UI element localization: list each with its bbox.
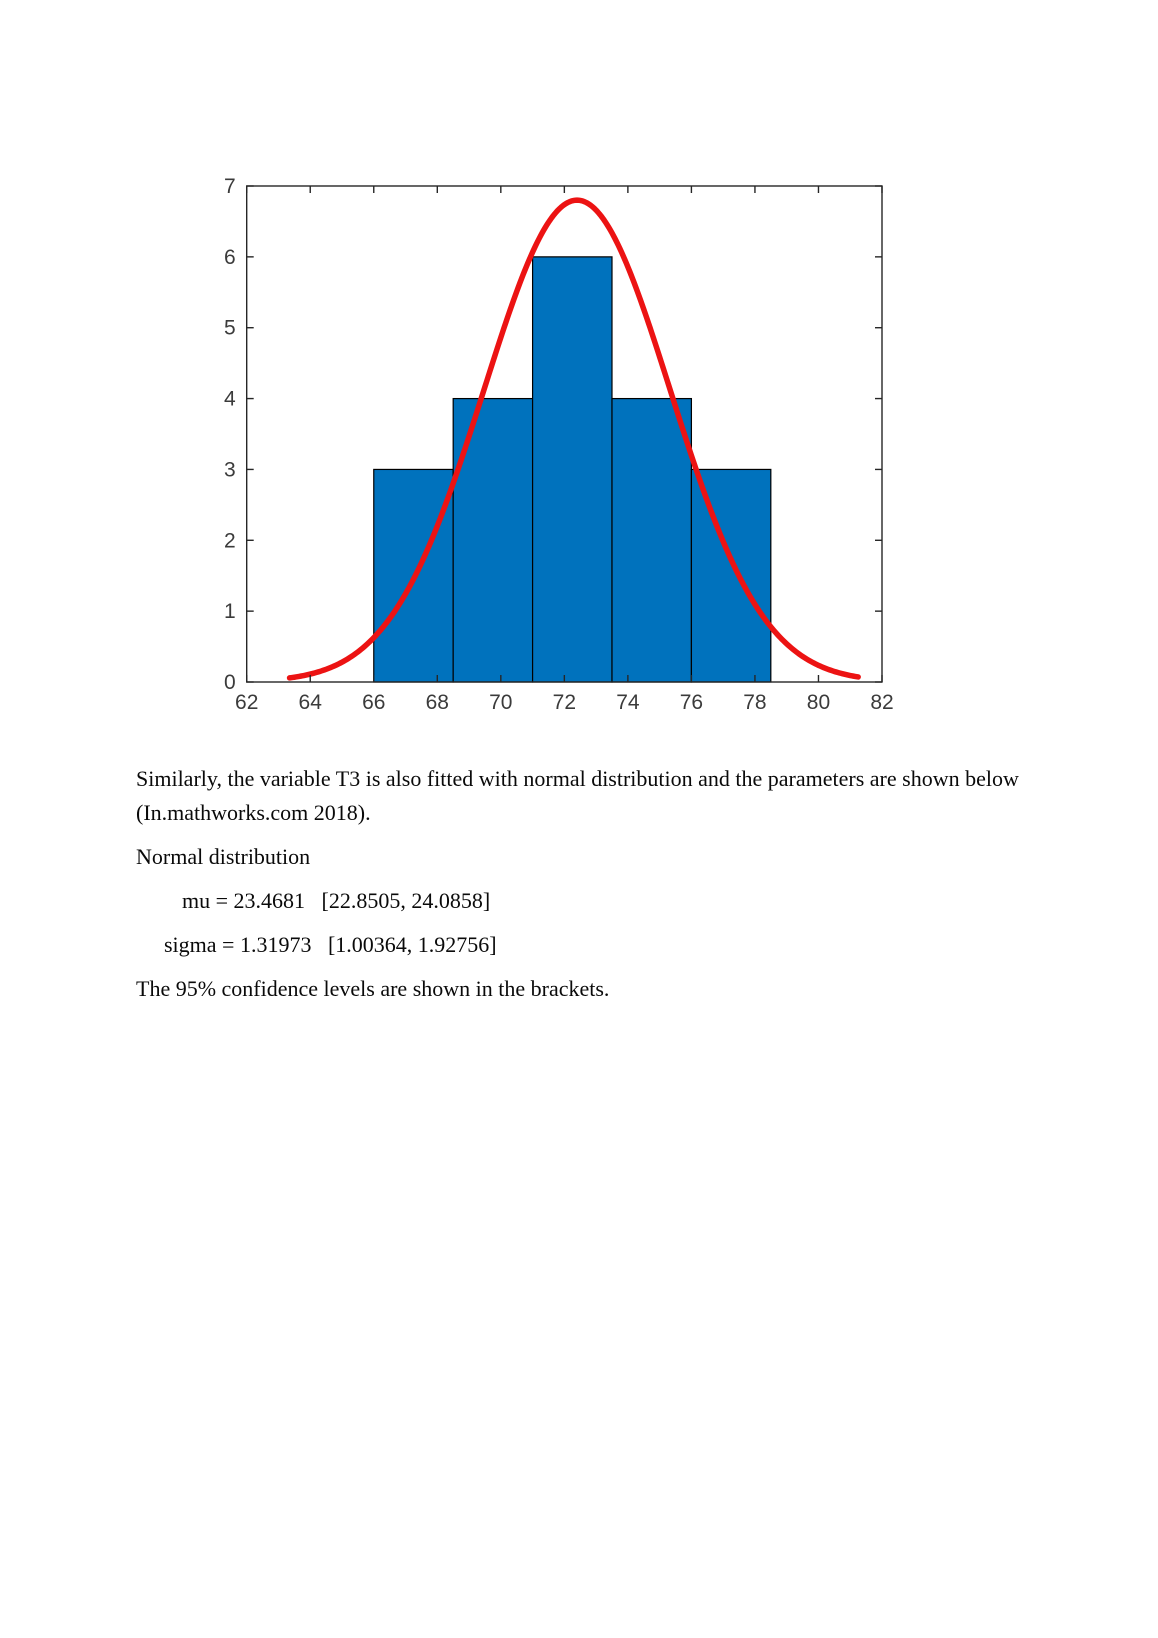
x-tick-label: 72 <box>553 691 576 714</box>
x-tick-label: 70 <box>489 691 512 714</box>
y-tick-label: 7 <box>224 175 236 198</box>
distribution-title: Normal distribution <box>136 844 311 869</box>
y-tick-label: 6 <box>224 246 236 269</box>
x-tick-label: 80 <box>807 691 830 714</box>
x-tick-label: 74 <box>616 691 640 714</box>
mu-parameter-line: mu = 23.4681 [22.8505, 24.0858] <box>182 888 491 913</box>
x-tick-label: 64 <box>299 691 323 714</box>
x-tick-label: 68 <box>426 691 449 714</box>
body-text: Similarly, the variable T3 is also fitte… <box>136 762 1028 1016</box>
normal-fit-curve <box>286 197 861 681</box>
histogram-bar <box>531 256 613 683</box>
x-tick-label: 62 <box>235 691 258 714</box>
histogram-bar <box>690 468 772 683</box>
y-tick-label: 3 <box>224 458 236 481</box>
y-tick-label: 1 <box>224 600 236 623</box>
histogram-bar <box>611 397 693 683</box>
sigma-parameter-line: sigma = 1.31973 [1.00364, 1.92756] <box>164 932 497 957</box>
x-tick-label: 82 <box>870 691 893 714</box>
x-tick-label: 76 <box>680 691 703 714</box>
y-tick-label: 4 <box>224 388 236 411</box>
confidence-note: The 95% confidence levels are shown in t… <box>136 976 610 1001</box>
histogram-chart: 62 64 66 68 70 72 74 76 78 80 82 0 1 2 3 4 5 6 7 <box>224 175 894 714</box>
x-tick-label: 78 <box>743 691 766 714</box>
y-tick-label: 0 <box>224 671 236 694</box>
histogram-figure: 62 64 66 68 70 72 74 76 78 80 82 0 1 2 3 4 5 6 7 <box>200 158 900 718</box>
paragraph-intro: Similarly, the variable T3 is also fitte… <box>136 766 1025 825</box>
y-tick-label: 2 <box>224 529 236 552</box>
y-tick-label: 5 <box>224 317 236 340</box>
x-tick-label: 66 <box>362 691 385 714</box>
